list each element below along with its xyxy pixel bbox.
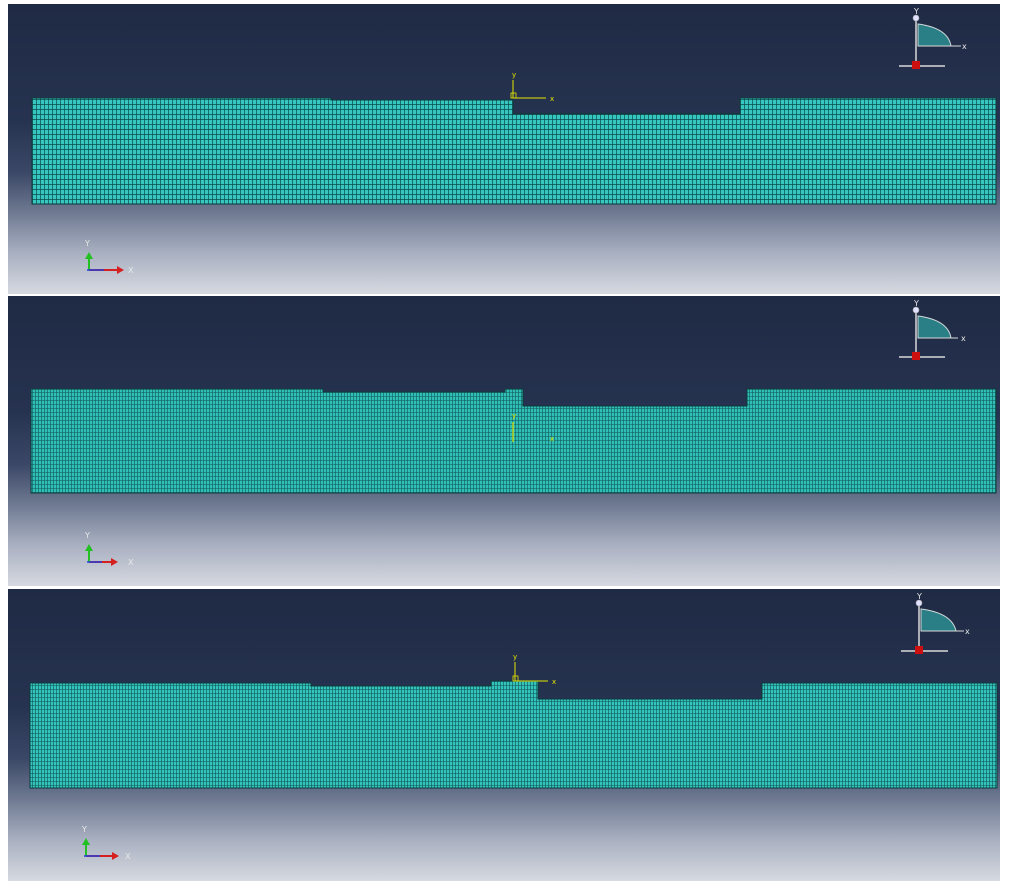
origin-y-label: y <box>513 653 517 661</box>
origin-csys-icon: y x <box>510 71 554 103</box>
view-cube-icon[interactable]: Y x <box>901 592 970 654</box>
axis-triad-icon: Y X <box>81 825 131 861</box>
view-cube-y-label: Y <box>916 592 922 601</box>
view-cube-x-label: x <box>965 627 970 636</box>
origin-csys-icon: y x <box>512 653 556 686</box>
triad-x-label: X <box>128 558 134 567</box>
triad-y-label: Y <box>84 239 90 248</box>
mesh-viewport-2[interactable]: y x Y x Y X <box>8 296 1000 586</box>
mesh-part[interactable] <box>29 680 998 789</box>
triad-y-label: Y <box>84 531 90 540</box>
view-cube-x-label: x <box>962 42 967 51</box>
origin-csys-icon: y x <box>512 412 554 443</box>
view-cube-y-label: Y <box>913 7 919 16</box>
view-cube-y-label: Y <box>913 299 919 308</box>
view-cube-x-label: x <box>961 334 966 343</box>
origin-x-label: x <box>550 435 554 443</box>
mesh-part[interactable] <box>31 97 997 205</box>
view-cube-icon[interactable]: Y x <box>899 7 967 69</box>
origin-y-label: y <box>512 71 516 79</box>
axis-triad-icon: Y X <box>84 239 134 275</box>
mesh-viewport-3[interactable]: y x Y x Y X <box>8 589 1000 881</box>
triad-x-label: X <box>128 266 134 275</box>
triad-y-label: Y <box>81 825 87 834</box>
origin-y-label: y <box>512 412 516 420</box>
triad-x-label: X <box>125 852 131 861</box>
view-cube-icon[interactable]: Y x <box>899 299 966 360</box>
origin-x-label: x <box>550 95 554 103</box>
mesh-viewport-1[interactable]: y x Y x Y X <box>8 4 1000 294</box>
axis-triad-icon: Y X <box>84 531 134 567</box>
origin-x-label: x <box>552 678 556 686</box>
